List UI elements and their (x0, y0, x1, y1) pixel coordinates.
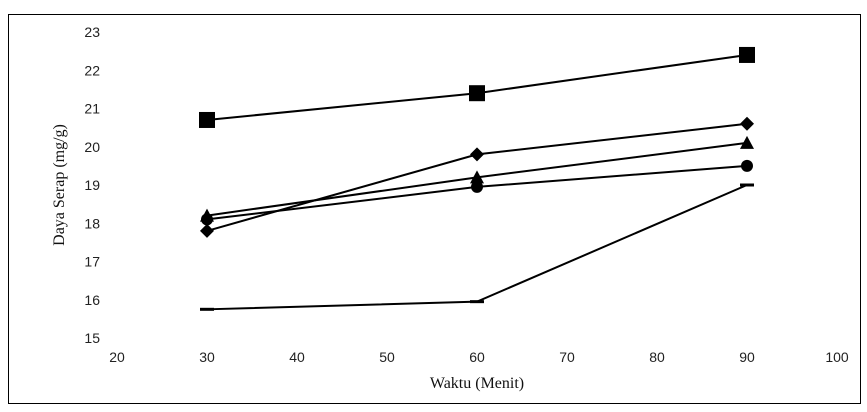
data-point-square (469, 85, 485, 102)
y-tick-label: 22 (84, 62, 100, 78)
data-point-dash (200, 307, 214, 311)
data-point-triangle (740, 135, 754, 149)
y-tick-label: 18 (84, 215, 100, 231)
y-tick-label: 15 (84, 330, 100, 346)
y-axis-title: Daya Serap (mg/g) (51, 124, 68, 246)
y-tick-label: 17 (84, 254, 100, 270)
x-tick-label: 30 (199, 349, 215, 365)
y-tick-label: 20 (84, 139, 100, 155)
data-point-dash (470, 300, 484, 304)
y-tick-labels: 15 16 17 18 19 20 21 22 23 (84, 24, 100, 346)
data-point-square (739, 46, 755, 63)
x-tick-label: 100 (825, 349, 849, 365)
y-tick-label: 16 (84, 292, 100, 308)
chart-frame (8, 14, 861, 404)
x-tick-label: 70 (559, 349, 575, 365)
data-point-diamond (740, 116, 754, 131)
x-tick-label: 80 (649, 349, 665, 365)
x-tick-labels: 20 30 40 50 60 70 80 90 100 (109, 349, 849, 365)
series-markers (199, 46, 755, 311)
y-tick-label: 21 (84, 101, 100, 117)
data-point-dash (740, 183, 754, 187)
x-tick-label: 20 (109, 349, 125, 365)
data-point-diamond (200, 223, 214, 238)
data-point-triangle (470, 170, 484, 184)
data-point-circle (471, 180, 483, 193)
data-point-circle (741, 159, 753, 172)
data-point-circle (201, 213, 213, 226)
y-tick-label: 23 (84, 24, 100, 40)
x-axis-title: Waktu (Menit) (430, 375, 524, 392)
x-tick-label: 50 (379, 349, 395, 365)
data-point-diamond (470, 147, 484, 162)
y-tick-label: 19 (84, 177, 100, 193)
x-tick-label: 60 (469, 349, 485, 365)
x-tick-label: 40 (289, 349, 305, 365)
x-tick-label: 90 (739, 349, 755, 365)
data-point-square (199, 111, 215, 128)
